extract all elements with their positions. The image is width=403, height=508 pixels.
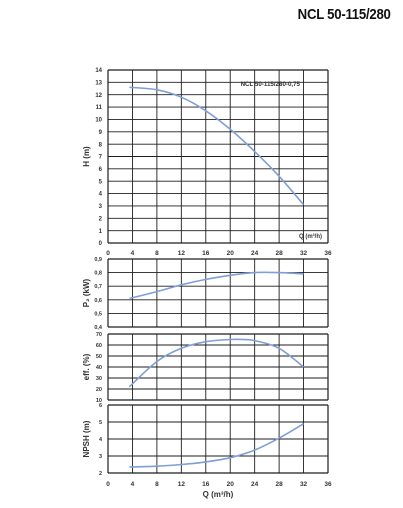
npsh-xtick-label: 8 (155, 481, 159, 488)
power-ytick-label: 0,6 (94, 298, 102, 304)
efficiency-ytick-label: 10 (96, 398, 102, 404)
power-curve (129, 271, 304, 300)
head-annotation: NCL 50-115/280-0,75 (241, 81, 301, 88)
head-ylabel: H (m) (82, 146, 91, 167)
efficiency-ytick-label: 60 (96, 343, 102, 349)
power-ytick-label: 0,7 (94, 284, 102, 290)
head-xtick-label: 16 (202, 250, 210, 257)
head-ytick-label: 0 (99, 241, 103, 247)
power-ytick-label: 0,4 (94, 325, 103, 331)
head-ytick-label: 10 (95, 118, 102, 124)
npsh-xtick-label: 16 (202, 481, 210, 488)
head-curve (129, 86, 305, 206)
head-ytick-label: 3 (99, 204, 103, 210)
head-xtick-label: 24 (251, 250, 259, 257)
npsh-xlabel: Q (m³/h) (203, 490, 234, 499)
npsh-xtick-label: 4 (131, 481, 135, 488)
head-xtick-label: 0 (106, 250, 110, 257)
head-ytick-label: 4 (99, 192, 103, 198)
head-xtick-label: 36 (324, 250, 332, 257)
npsh-ylabel: NPSH (m) (82, 420, 91, 457)
power-ylabel: P₂ (kW) (82, 278, 91, 307)
npsh-xtick-label: 28 (275, 481, 283, 488)
npsh-ytick-label: 5 (99, 420, 102, 426)
npsh-xtick-label: 12 (178, 481, 186, 488)
efficiency-ytick-label: 50 (96, 354, 102, 360)
head-xtick-label: 4 (131, 250, 135, 257)
head-ytick-label: 6 (99, 167, 103, 173)
npsh-ytick-label: 2 (99, 471, 102, 477)
head-ytick-label: 13 (95, 81, 102, 87)
head-xtick-label: 28 (275, 250, 283, 257)
head-ytick-label: 5 (99, 179, 103, 185)
power-ytick-label: 0,5 (94, 311, 102, 317)
head-xtick-label: 32 (300, 250, 308, 257)
head-ytick-label: 11 (96, 105, 103, 111)
efficiency-ylabel: eff. (%) (82, 353, 91, 380)
power-ytick-label: 0,8 (94, 271, 102, 277)
head-xlabel: Q (m³/h) (299, 233, 322, 240)
efficiency-curve (128, 338, 305, 388)
npsh-xtick-label: 0 (106, 481, 110, 488)
npsh-ytick-label: 4 (99, 437, 103, 443)
npsh-xtick-label: 20 (227, 481, 235, 488)
efficiency-ytick-label: 70 (96, 332, 102, 338)
head-ytick-label: 8 (99, 142, 103, 148)
npsh-xtick-label: 32 (300, 481, 308, 488)
page-title: NCL 50-115/280 (298, 6, 391, 23)
power-ytick-label: 0,9 (94, 257, 102, 263)
npsh-ytick-label: 6 (99, 403, 102, 409)
npsh-ytick-label: 3 (99, 454, 102, 460)
head-ytick-label: 14 (95, 68, 102, 74)
head-xtick-label: 12 (178, 250, 186, 257)
npsh-xtick-label: 24 (251, 481, 259, 488)
npsh-curve (129, 423, 305, 468)
head-ytick-label: 7 (99, 155, 103, 161)
efficiency-ytick-label: 20 (96, 387, 102, 393)
npsh-xtick-label: 36 (324, 481, 332, 488)
efficiency-ytick-label: 30 (96, 376, 102, 382)
head-xtick-label: 8 (155, 250, 159, 257)
head-ytick-label: 9 (99, 130, 103, 136)
head-ytick-label: 2 (99, 216, 103, 222)
efficiency-ytick-label: 40 (96, 365, 102, 371)
head-ytick-label: 1 (99, 229, 103, 235)
head-xtick-label: 20 (227, 250, 235, 257)
head-ytick-label: 12 (95, 93, 102, 99)
